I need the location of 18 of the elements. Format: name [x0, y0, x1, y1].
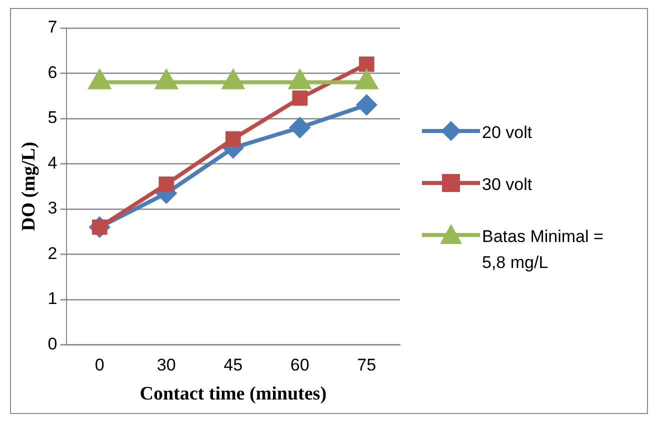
- y-tick-label: 1: [48, 289, 58, 308]
- y-tick-label: 4: [48, 153, 58, 172]
- y-tick-label: 2: [48, 244, 58, 263]
- x-axis-title: Contact time (minutes): [140, 384, 327, 405]
- x-tick-label: 30: [156, 356, 176, 375]
- y-tick-label: 6: [48, 62, 58, 82]
- y-tick-label: 7: [48, 18, 58, 37]
- y-tick-label: 5: [48, 108, 58, 128]
- y-tick-label: 3: [48, 198, 58, 218]
- x-tick-label: 75: [357, 356, 376, 375]
- legend-label: 20 volt: [482, 122, 534, 144]
- x-tick-label: 0: [94, 356, 104, 375]
- y-tick-label: 0: [48, 334, 58, 354]
- x-tick-label: 45: [224, 356, 243, 375]
- y-axis-title: DO (mg/L): [18, 142, 40, 231]
- legend-label: 30 volt: [482, 174, 534, 196]
- legend-label: Batas Minimal = 5,8 mg/L: [482, 226, 604, 274]
- x-tick-label: 60: [290, 356, 310, 375]
